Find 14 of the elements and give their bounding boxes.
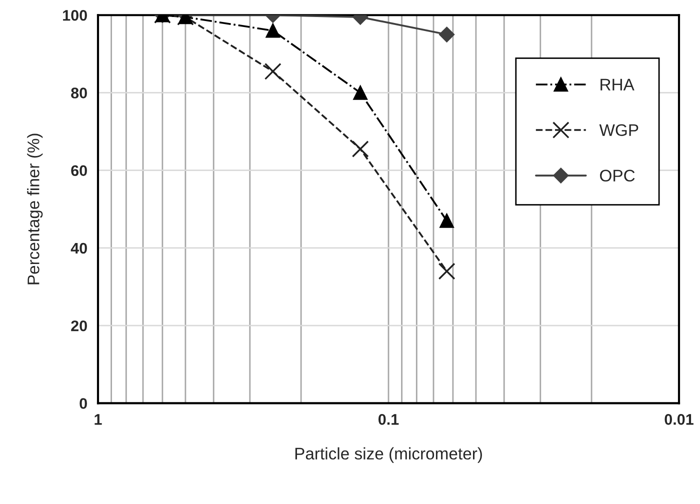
legend-label: WGP — [599, 124, 638, 136]
y-tick-label: 20 — [71, 320, 87, 332]
x-axis-title: Particle size (micrometer) — [295, 447, 482, 463]
legend-label: RHA — [600, 78, 634, 90]
y-tick-label: 40 — [70, 242, 87, 254]
x-tick-label: 0.01 — [664, 414, 694, 425]
y-tick-label: 100 — [63, 10, 87, 21]
y-tick-label: 80 — [71, 88, 87, 98]
y-tick-label: 60 — [71, 165, 87, 176]
legend-label: OPC — [600, 170, 635, 182]
y-axis-title: Percentage finer (%) — [27, 134, 43, 284]
x-tick-label: 0.1 — [378, 414, 399, 425]
x-tick-label: 1 — [94, 414, 102, 425]
y-tick-label: 0 — [80, 398, 87, 409]
